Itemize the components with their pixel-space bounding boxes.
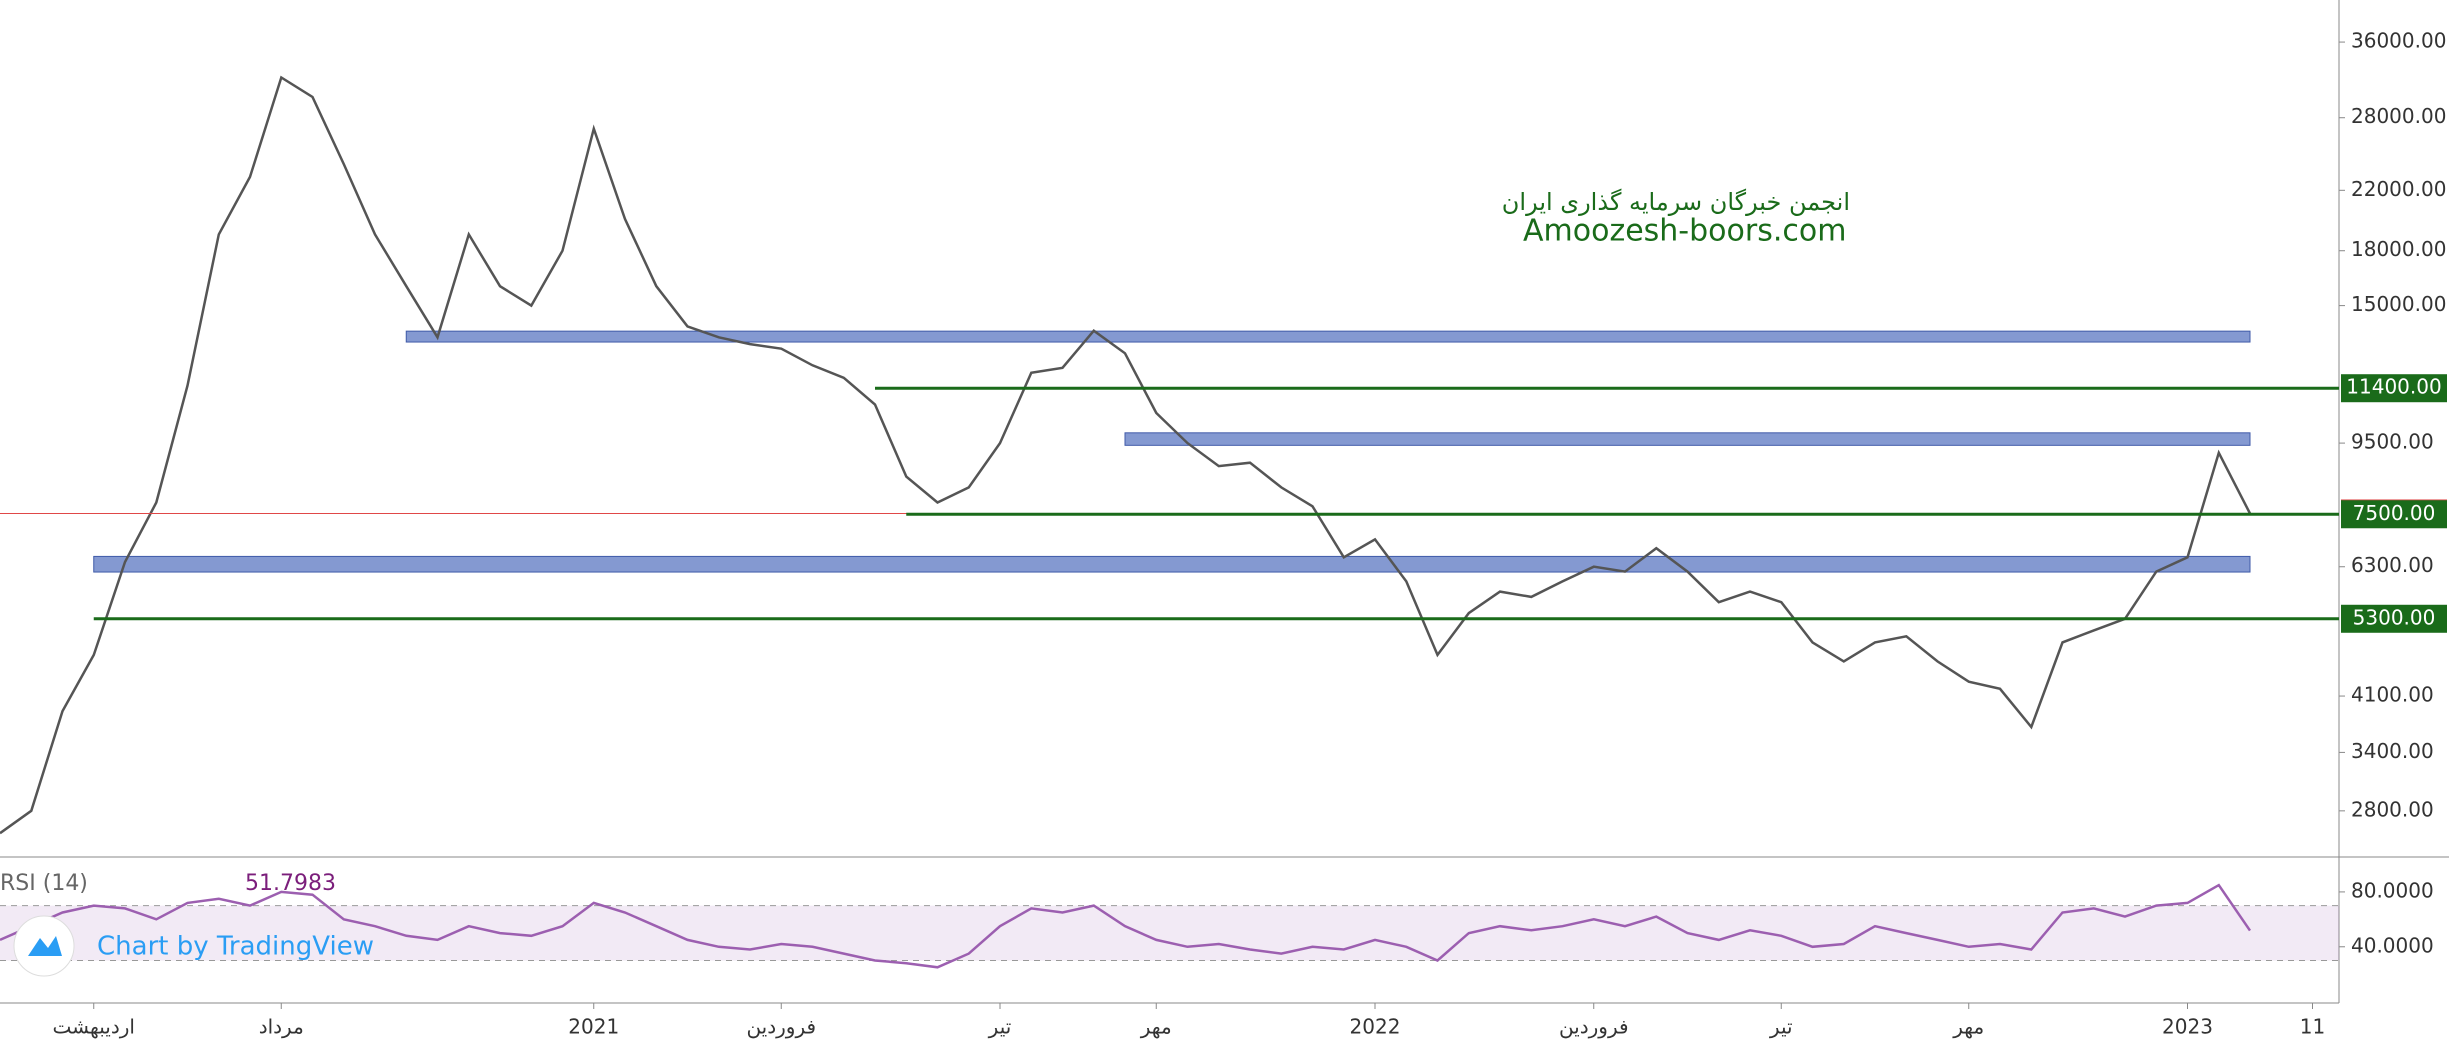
- y-tick-label: 3400.00: [2351, 739, 2434, 763]
- zone: [405, 330, 2251, 343]
- y-tick-label: 4100.00: [2351, 683, 2434, 707]
- y-tick-label: 9500.00: [2351, 430, 2434, 454]
- series-line: [0, 75, 2252, 835]
- price-label-box: [2341, 500, 2447, 529]
- watermark-fa: انجمن خبرگان سرمایه گذاری ایران: [1502, 188, 1850, 216]
- price-label-box: [2341, 374, 2447, 403]
- y-tick-label: 28000.00: [2351, 104, 2446, 128]
- x-tick-label: مهر: [1140, 1015, 1172, 1039]
- y-tick-label: 22000.00: [2351, 177, 2446, 201]
- tradingview-badge[interactable]: Chart by TradingView: [13, 915, 374, 977]
- x-tick-label: فروردین: [1559, 1015, 1629, 1039]
- y-tick-label: 40.0000: [2351, 933, 2434, 957]
- x-tick-label: 2022: [1350, 1015, 1401, 1039]
- price-label: 11400.00: [2346, 375, 2441, 399]
- price-label: 7500.00: [2353, 501, 2436, 525]
- x-tick-label: تیر: [988, 1015, 1012, 1039]
- x-tick-label: تیر: [1769, 1015, 1793, 1039]
- rsi-title: RSI (14): [0, 871, 88, 896]
- y-tick-label: 6300.00: [2351, 553, 2434, 577]
- zone: [1124, 432, 2251, 446]
- price-label-box: [2341, 604, 2447, 633]
- x-tick-label: فروردین: [746, 1015, 816, 1039]
- y-tick-label: 15000.00: [2351, 292, 2446, 316]
- x-tick-label: مرداد: [259, 1015, 304, 1039]
- tv-logo-mark: [28, 936, 62, 956]
- price-label: 5300.00: [2353, 605, 2436, 629]
- x-tick-label: 11: [2300, 1015, 2325, 1039]
- x-tick-label: اردیبهشت: [53, 1015, 135, 1039]
- y-tick-label: 36000.00: [2351, 29, 2446, 53]
- x-tick-label: 2023: [2162, 1015, 2213, 1039]
- y-tick-label: 18000.00: [2351, 237, 2446, 261]
- watermark-site: Amoozesh-boors.com: [1523, 214, 1846, 249]
- series-line: [0, 883, 2252, 969]
- x-tick-label: مهر: [1952, 1015, 1984, 1039]
- x-tick-label: 2021: [568, 1015, 619, 1039]
- tv-text: Chart by TradingView: [97, 932, 374, 962]
- zone: [93, 555, 2251, 573]
- rsi-band: [0, 905, 2339, 961]
- y-tick-label: 80.0000: [2351, 878, 2434, 902]
- y-tick-label: 2800.00: [2351, 797, 2434, 821]
